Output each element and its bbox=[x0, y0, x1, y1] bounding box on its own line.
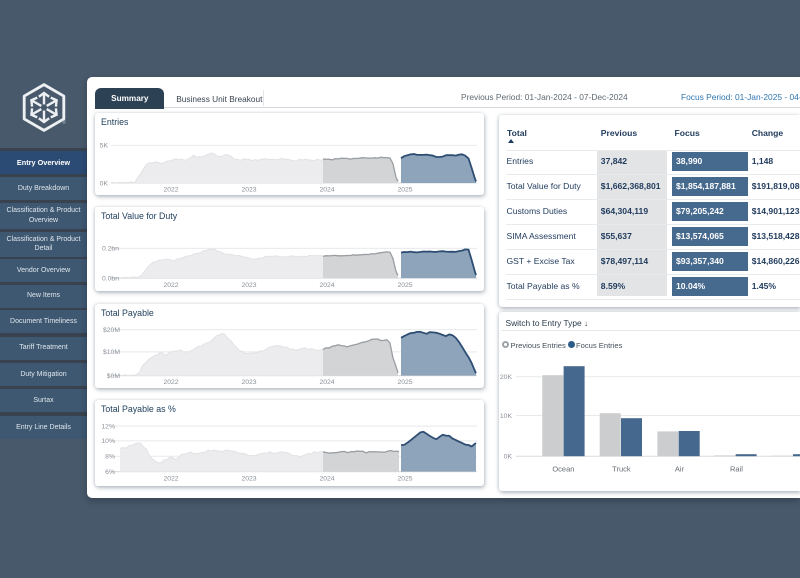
svg-text:2024: 2024 bbox=[319, 476, 334, 483]
svg-text:0K: 0K bbox=[504, 454, 513, 461]
svg-text:0.0bn: 0.0bn bbox=[102, 275, 119, 282]
svg-text:Ocean: Ocean bbox=[552, 465, 574, 474]
svg-text:2025: 2025 bbox=[397, 476, 412, 483]
svg-text:2023: 2023 bbox=[241, 476, 256, 483]
svg-text:2024: 2024 bbox=[319, 282, 334, 289]
svg-text:2022: 2022 bbox=[163, 187, 178, 194]
svg-text:5K: 5K bbox=[100, 143, 109, 150]
svg-text:12%: 12% bbox=[101, 423, 115, 430]
svg-text:$10M: $10M bbox=[103, 349, 120, 356]
svg-text:2023: 2023 bbox=[241, 282, 256, 289]
svg-text:0.2bn: 0.2bn bbox=[102, 246, 119, 253]
svg-text:2022: 2022 bbox=[163, 476, 178, 483]
svg-text:6%: 6% bbox=[105, 469, 115, 476]
svg-text:Air: Air bbox=[675, 465, 685, 474]
svg-text:10K: 10K bbox=[500, 413, 513, 420]
svg-text:2023: 2023 bbox=[241, 187, 256, 194]
svg-text:2025: 2025 bbox=[397, 187, 412, 194]
svg-text:2025: 2025 bbox=[397, 379, 412, 386]
svg-text:2022: 2022 bbox=[163, 282, 178, 289]
svg-text:Truck: Truck bbox=[612, 465, 631, 474]
svg-text:0K: 0K bbox=[100, 180, 109, 187]
svg-text:2024: 2024 bbox=[319, 379, 334, 386]
svg-text:$20M: $20M bbox=[103, 327, 120, 334]
svg-text:20K: 20K bbox=[500, 374, 513, 381]
svg-text:8%: 8% bbox=[105, 454, 115, 461]
svg-text:2025: 2025 bbox=[397, 282, 412, 289]
svg-text:Rail: Rail bbox=[730, 465, 743, 474]
svg-text:10%: 10% bbox=[101, 438, 115, 445]
svg-text:2022: 2022 bbox=[163, 379, 178, 386]
svg-text:2024: 2024 bbox=[319, 187, 334, 194]
svg-text:$0M: $0M bbox=[107, 373, 121, 380]
svg-text:2023: 2023 bbox=[241, 379, 256, 386]
